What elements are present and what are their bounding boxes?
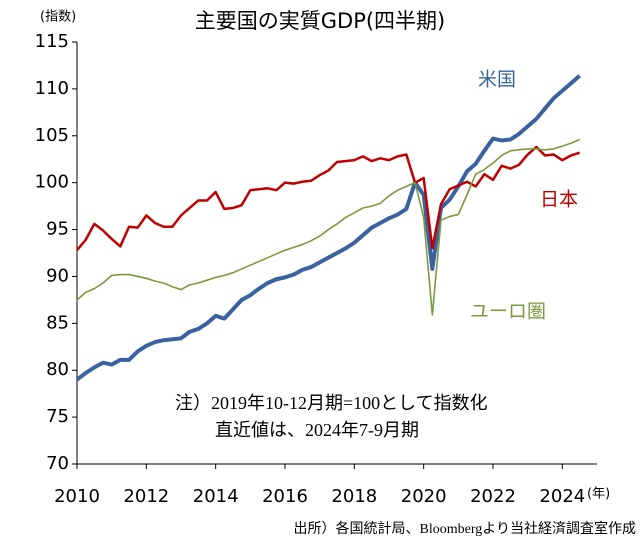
series-line (76, 138, 580, 316)
y-tick-label: 70 (46, 453, 69, 474)
series-line (76, 145, 581, 251)
series-label: 日本 (540, 189, 578, 211)
y-axis-label: (指数) (40, 10, 76, 25)
x-tick-label: 2022 (470, 486, 516, 507)
y-tick-label: 110 (35, 78, 69, 99)
y-tick-label: 95 (46, 219, 69, 240)
y-tick-label: 100 (35, 172, 69, 193)
y-tick-label: 90 (46, 265, 69, 286)
y-tick-label: 80 (46, 359, 69, 380)
source-note: 出所）各国統計局、Bloombergより当社経済調査室作成 (294, 520, 636, 537)
y-tick-label: 105 (35, 125, 69, 146)
annotation: 注）2019年10-12月期=100として指数化 (175, 393, 488, 413)
chart-title: 主要国の実質GDP(四半期) (195, 9, 446, 33)
x-axis-label: (年) (587, 487, 610, 502)
series-line (75, 74, 581, 382)
x-tick-label: 2018 (331, 486, 377, 507)
x-tick-label: 2010 (54, 486, 100, 507)
y-tick-label: 85 (46, 312, 69, 333)
x-tick-label: 2016 (262, 486, 308, 507)
x-tick-label: 2020 (401, 486, 447, 507)
annotation: 直近値は、2024年7-9月期 (215, 420, 419, 440)
x-tick-label: 2014 (193, 486, 239, 507)
x-tick-label: 2024 (539, 486, 585, 507)
series-label: 米国 (478, 69, 516, 91)
y-tick-label: 115 (35, 31, 69, 52)
x-tick-label: 2012 (123, 486, 169, 507)
series-label: ユーロ圏 (470, 301, 546, 323)
y-tick-label: 75 (46, 406, 69, 427)
